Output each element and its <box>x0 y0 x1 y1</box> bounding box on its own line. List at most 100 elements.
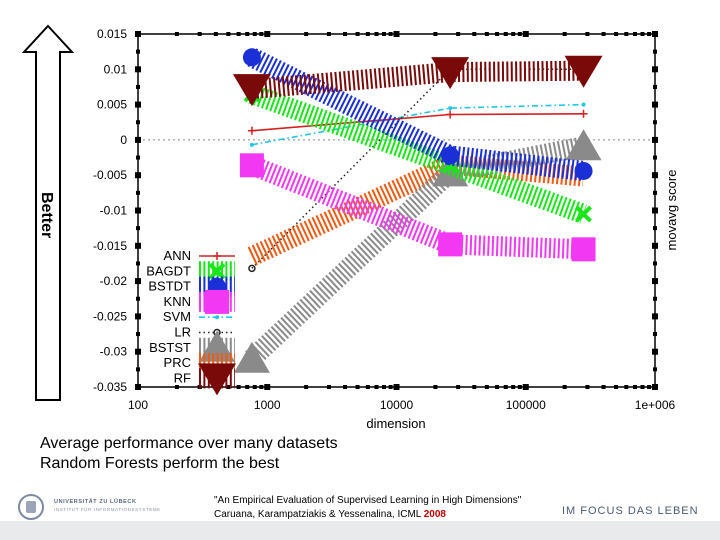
x-minor-tick <box>245 385 250 389</box>
y-tick-label: 0 <box>120 133 127 147</box>
legend-label-knn: KNN <box>164 294 191 309</box>
y-minor-tick <box>136 367 140 372</box>
y-tick-mark-right <box>652 207 658 214</box>
data-point-knn <box>571 237 596 262</box>
x-minor-tick <box>304 385 309 389</box>
x-minor-tick-top <box>381 32 386 36</box>
citation-authors: Caruana, Karampatziakis & Yessenalina, I… <box>214 508 521 522</box>
x-minor-tick <box>252 385 257 389</box>
citation-authors-text: Caruana, Karampatziakis & Yessenalina, I… <box>214 509 424 520</box>
y-tick-mark <box>135 101 141 108</box>
y-tick-label: 0.005 <box>97 98 127 112</box>
legend-label-lr: LR <box>174 325 191 340</box>
university-logo: UNIVERSITÄT ZU LÜBECK INSTITUT FÜR INFOR… <box>18 494 188 522</box>
legend-marker-ann <box>213 252 221 260</box>
x-minor-tick-top <box>495 32 500 36</box>
data-point-rf <box>431 57 470 90</box>
data-point-svm <box>581 102 586 107</box>
citation-title: "An Empirical Evaluation of Supervised L… <box>214 495 522 506</box>
x-tick-mark-top <box>522 31 529 37</box>
x-minor-tick-top <box>517 32 522 36</box>
y-tick-label: -0.005 <box>93 168 127 182</box>
x-minor-tick <box>647 385 652 389</box>
x-minor-tick <box>433 385 438 389</box>
y-tick-mark-right <box>652 313 658 320</box>
x-tick-label: 100 <box>128 398 148 412</box>
y-minor-tick-right <box>653 120 657 125</box>
x-minor-tick <box>174 385 179 389</box>
legend-marker-svm <box>215 315 219 320</box>
legend-label-bstst: BSTST <box>149 340 191 355</box>
y-tick-label: -0.01 <box>100 204 128 218</box>
data-point-ann <box>446 110 455 119</box>
x-minor-tick-top <box>388 32 393 36</box>
x-tick-mark <box>264 384 271 390</box>
data-point-bstdt <box>574 161 593 180</box>
y-minor-tick <box>136 120 140 125</box>
legend-label-bstdt: BSTDT <box>148 279 191 294</box>
series-line-svm <box>251 103 584 146</box>
university-name: UNIVERSITÄT ZU LÜBECK <box>54 499 137 505</box>
y-minor-tick-right <box>653 261 657 266</box>
data-point-lr <box>248 264 256 273</box>
data-point-bstst <box>565 129 602 161</box>
x-minor-tick <box>495 385 500 389</box>
x-minor-tick <box>614 385 619 389</box>
data-point-knn <box>239 153 264 178</box>
y-tick-mark <box>135 172 141 179</box>
axes: 0.015 0.01 0.005 0 -0.005 -0.01 -0.015 -0.02 -0.… <box>93 27 676 412</box>
y-minor-tick <box>136 49 140 54</box>
y-tick-mark-right <box>652 172 658 179</box>
x-minor-tick <box>355 385 360 389</box>
x-tick-mark-top <box>264 31 271 37</box>
x-minor-tick <box>381 385 386 389</box>
data-point-ann <box>579 109 588 118</box>
x-minor-tick-top <box>647 32 652 36</box>
data-point-svm <box>249 142 254 147</box>
data-point-knn <box>438 232 463 257</box>
y-tick-mark <box>135 136 141 143</box>
x-minor-tick-top <box>259 32 264 36</box>
data-point-bstdt <box>242 48 261 67</box>
data-point-bstdt <box>441 146 460 165</box>
x-minor-tick <box>585 385 590 389</box>
x-minor-tick-top <box>252 32 257 36</box>
y-tick-label: 0.015 <box>97 27 127 41</box>
x-minor-tick-top <box>197 32 202 36</box>
y-tick-mark-right <box>652 101 658 108</box>
legend-marker-rf <box>198 363 236 396</box>
x-minor-tick-top <box>343 32 348 36</box>
y-tick-label: -0.02 <box>100 274 128 288</box>
x-minor-tick-top <box>226 32 231 36</box>
x-minor-tick-top <box>601 32 606 36</box>
x-minor-tick-top <box>503 32 508 36</box>
x-tick-label: 1e+006 <box>635 398 676 412</box>
y-tick-label: -0.025 <box>93 309 127 323</box>
y-minor-tick-right <box>653 49 657 54</box>
y-minor-tick <box>136 226 140 231</box>
x-minor-tick-top <box>456 32 461 36</box>
x-tick-label: 10000 <box>380 398 414 412</box>
y-minor-tick <box>136 155 140 160</box>
y-minor-tick-right <box>653 367 657 372</box>
x-axis-label: dimension <box>366 416 425 431</box>
x-minor-tick-top <box>472 32 477 36</box>
x-minor-tick-top <box>236 32 241 36</box>
footer-motto: IM FOCUS DAS LEBEN <box>562 505 699 517</box>
series-line-knn <box>248 156 584 260</box>
y-tick-mark <box>135 66 141 73</box>
institute-name: INSTITUT FÜR INFORMATIONSSYSTEME <box>54 507 161 512</box>
legend-label-bagdt: BAGDT <box>146 263 191 278</box>
y-minor-tick <box>136 332 140 337</box>
y-minor-tick-right <box>653 226 657 231</box>
x-minor-tick-top <box>213 32 218 36</box>
x-tick-mark-top <box>393 31 400 37</box>
university-seal-icon <box>18 494 44 520</box>
data-point-ann <box>247 126 256 135</box>
y-minor-tick <box>136 261 140 266</box>
x-minor-tick <box>236 385 241 389</box>
x-minor-tick <box>601 385 606 389</box>
y-minor-tick-right <box>653 332 657 337</box>
caption: Average performance over many datasets R… <box>40 434 338 474</box>
